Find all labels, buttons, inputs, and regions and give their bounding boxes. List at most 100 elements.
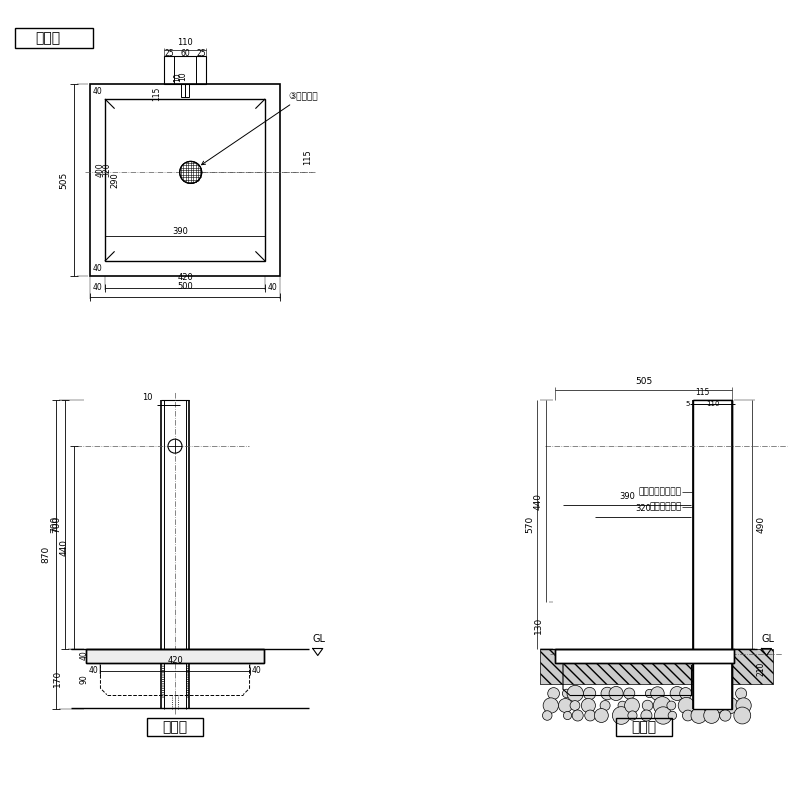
Circle shape [585, 710, 596, 721]
Text: 505: 505 [635, 377, 652, 386]
Bar [15, 28, 93, 48]
Circle shape [650, 686, 664, 700]
Circle shape [704, 708, 719, 723]
Text: 500: 500 [177, 282, 193, 291]
Circle shape [542, 710, 552, 720]
Bar [616, 718, 672, 736]
Bar [86, 649, 264, 662]
Circle shape [618, 701, 626, 710]
Text: 320: 320 [635, 504, 651, 513]
Text: 40: 40 [252, 666, 262, 675]
Bar [694, 400, 733, 709]
Text: 170: 170 [54, 670, 62, 687]
Text: ③排水目皇: ③排水目皇 [202, 91, 318, 165]
Text: 60: 60 [180, 49, 190, 58]
Text: 130: 130 [534, 617, 543, 634]
Circle shape [736, 698, 751, 713]
Circle shape [714, 690, 722, 698]
Circle shape [720, 710, 731, 721]
Text: 10: 10 [174, 73, 182, 82]
Bar [147, 718, 203, 736]
Text: 400: 400 [96, 162, 105, 178]
Circle shape [668, 711, 677, 720]
Circle shape [678, 698, 694, 714]
Text: 390: 390 [172, 227, 188, 236]
Circle shape [670, 686, 684, 701]
Bar [86, 649, 264, 662]
Circle shape [609, 686, 623, 701]
Text: 40: 40 [88, 666, 98, 675]
Text: 210: 210 [757, 662, 766, 676]
Text: GL: GL [762, 634, 774, 645]
Circle shape [612, 706, 630, 724]
Bar [106, 99, 265, 261]
Text: 505: 505 [59, 171, 68, 189]
Bar [164, 56, 206, 84]
Text: 420: 420 [167, 656, 183, 665]
Text: 10: 10 [142, 393, 153, 402]
Circle shape [600, 701, 610, 710]
Text: 塩化ビニル管: 塩化ビニル管 [649, 502, 682, 511]
Circle shape [710, 698, 724, 713]
Circle shape [680, 687, 692, 699]
Circle shape [168, 439, 182, 453]
Circle shape [563, 711, 572, 720]
Circle shape [720, 688, 731, 699]
Text: 390: 390 [619, 492, 635, 501]
Circle shape [654, 697, 671, 714]
Text: 440: 440 [59, 539, 68, 556]
Text: 420: 420 [177, 273, 193, 282]
Text: 570: 570 [525, 516, 534, 533]
Text: 115: 115 [695, 388, 710, 397]
Circle shape [601, 687, 614, 700]
Text: 870: 870 [42, 546, 50, 563]
Bar [555, 649, 734, 662]
Circle shape [572, 710, 583, 721]
Circle shape [180, 162, 202, 183]
Text: 発泡ウレタン充填: 発泡ウレタン充填 [638, 488, 682, 497]
Circle shape [654, 707, 672, 724]
Circle shape [624, 688, 635, 699]
Circle shape [722, 697, 738, 714]
Text: 115: 115 [152, 87, 161, 102]
Text: 5: 5 [685, 401, 690, 407]
Text: 平面図: 平面図 [35, 31, 60, 45]
Circle shape [543, 698, 558, 713]
Text: 490: 490 [757, 516, 766, 533]
Text: 25: 25 [164, 49, 174, 58]
Circle shape [548, 688, 559, 699]
Circle shape [691, 708, 706, 723]
Text: 10: 10 [178, 72, 187, 82]
Bar [540, 649, 774, 683]
Text: 断面図: 断面図 [631, 720, 656, 734]
Text: 40: 40 [93, 283, 102, 293]
Text: 115: 115 [303, 150, 313, 166]
Circle shape [642, 700, 653, 710]
Circle shape [562, 690, 571, 698]
Text: 90: 90 [79, 674, 88, 683]
Bar [90, 84, 280, 276]
Circle shape [646, 690, 654, 698]
Circle shape [567, 686, 583, 702]
Text: 110: 110 [177, 38, 193, 47]
Text: 700: 700 [50, 516, 59, 533]
Text: 40: 40 [79, 650, 88, 661]
Circle shape [628, 711, 637, 720]
Text: 320: 320 [102, 162, 111, 178]
Bar [555, 649, 734, 662]
Text: 290: 290 [110, 172, 119, 188]
Circle shape [735, 688, 746, 699]
Text: 110: 110 [706, 401, 720, 407]
Bar [185, 84, 189, 97]
Text: 440: 440 [534, 493, 543, 510]
Text: 700: 700 [52, 516, 62, 533]
Text: 40: 40 [93, 87, 102, 96]
Circle shape [582, 698, 595, 713]
Circle shape [594, 709, 608, 722]
Circle shape [667, 701, 676, 710]
Circle shape [583, 687, 596, 700]
Bar [181, 84, 185, 97]
Text: 25: 25 [196, 49, 206, 58]
Text: 40: 40 [93, 264, 102, 273]
Circle shape [699, 689, 708, 698]
